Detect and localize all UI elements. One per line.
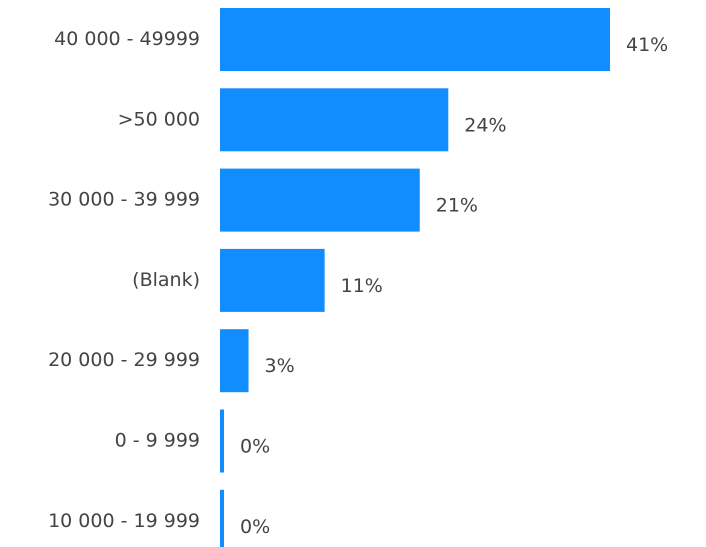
category-label: 0 - 9 999 bbox=[115, 430, 200, 452]
bar[interactable] bbox=[220, 168, 420, 232]
category-label: 10 000 - 19 999 bbox=[48, 510, 200, 532]
data-label: 41% bbox=[626, 34, 668, 56]
data-label: 24% bbox=[464, 114, 506, 136]
category-label: >50 000 bbox=[118, 108, 200, 130]
data-label: 3% bbox=[265, 355, 295, 377]
bar[interactable] bbox=[220, 329, 249, 393]
category-label: (Blank) bbox=[132, 269, 200, 291]
category-label: 30 000 - 39 999 bbox=[48, 189, 200, 211]
bar[interactable] bbox=[220, 88, 449, 152]
data-labels: 41% 24% 21% 11% 3% 0% 0% bbox=[240, 34, 668, 538]
category-labels: 40 000 - 49999 >50 000 30 000 - 39 999 (Bla… bbox=[48, 28, 200, 532]
data-label: 21% bbox=[436, 195, 478, 217]
bar[interactable] bbox=[220, 8, 610, 71]
bar[interactable] bbox=[220, 409, 224, 473]
data-label: 0% bbox=[240, 516, 270, 538]
bar[interactable] bbox=[220, 248, 325, 312]
data-label: 0% bbox=[240, 436, 270, 458]
bar[interactable] bbox=[220, 489, 224, 547]
data-label: 11% bbox=[341, 275, 383, 297]
category-label: 20 000 - 29 999 bbox=[48, 349, 200, 371]
bars bbox=[220, 8, 610, 547]
category-label: 40 000 - 49999 bbox=[54, 28, 200, 50]
